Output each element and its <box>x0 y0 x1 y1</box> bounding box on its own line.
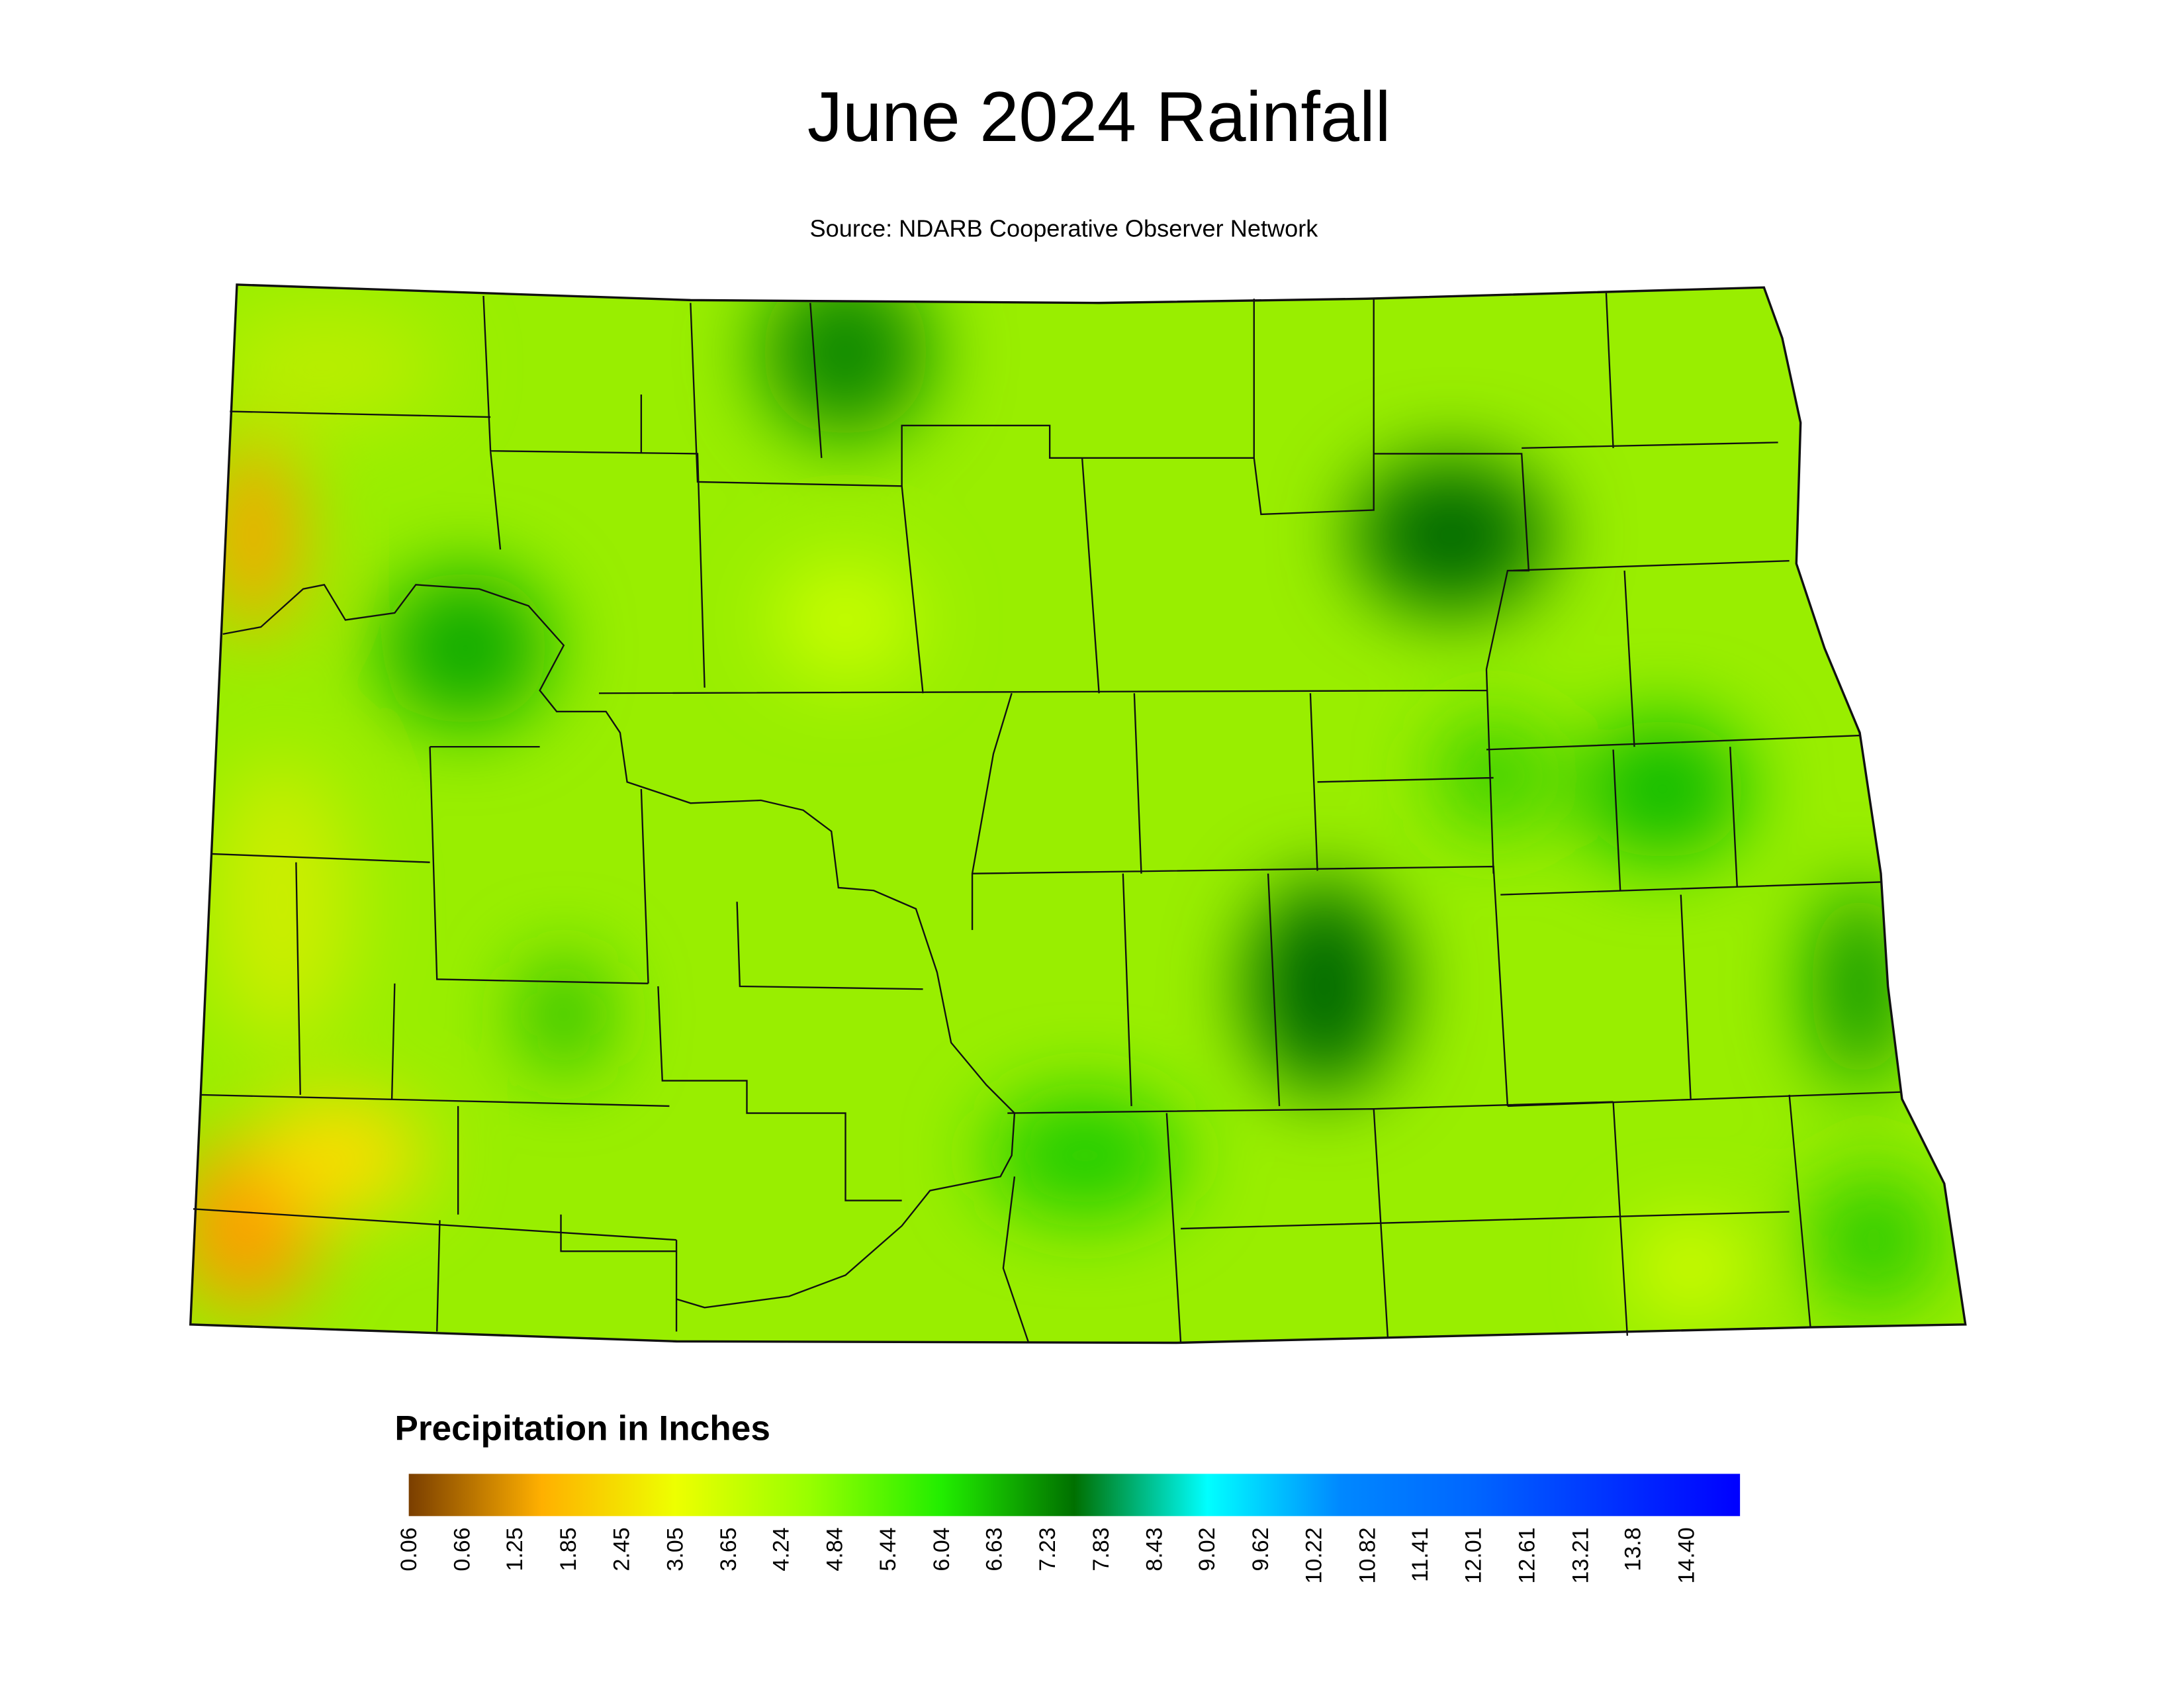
color-bar <box>408 1474 1741 1517</box>
precip-field <box>190 284 1966 1343</box>
legend-tick-label: 2.45 <box>610 1527 635 1571</box>
legend-tick-label: 4.84 <box>822 1527 847 1571</box>
legend-tick-label: 6.04 <box>929 1527 954 1571</box>
legend-tick-label: 6.63 <box>981 1527 1007 1571</box>
legend-tick-label: 10.82 <box>1355 1527 1380 1583</box>
legend-ticks: 0.06 0.66 1.25 1.85 2.45 3.05 3.65 4.24 4.84 5.44… <box>396 1527 1700 1583</box>
legend-tick-label: 14.40 <box>1674 1527 1699 1583</box>
legend-tick-label: 9.62 <box>1248 1527 1273 1571</box>
legend-tick-label: 12.01 <box>1461 1527 1486 1583</box>
map-subtitle: Source: NDARB Cooperative Observer Netwo… <box>809 215 1318 242</box>
legend-tick-label: 13.21 <box>1568 1527 1593 1583</box>
legend-tick-label: 7.83 <box>1089 1527 1114 1571</box>
legend-title: Precipitation in Inches <box>394 1409 770 1448</box>
legend-tick-label: 1.85 <box>556 1527 581 1571</box>
state-outline <box>189 283 1967 1344</box>
legend-tick-label: 9.02 <box>1195 1527 1220 1571</box>
legend-tick-label: 10.22 <box>1302 1527 1327 1583</box>
legend-tick-label: 12.61 <box>1514 1527 1539 1583</box>
legend-tick-label: 11.41 <box>1408 1527 1433 1582</box>
legend-tick-label: 4.24 <box>769 1527 794 1571</box>
legend-tick-label: 0.66 <box>450 1527 475 1571</box>
legend-tick-label: 8.43 <box>1142 1527 1167 1571</box>
legend-tick-label: 0.06 <box>396 1527 422 1571</box>
legend-tick-label: 5.44 <box>876 1527 901 1571</box>
legend-tick-label: 7.23 <box>1035 1527 1060 1571</box>
legend-tick-label: 1.25 <box>502 1527 527 1571</box>
county-lines <box>189 283 1967 1344</box>
map-title: June 2024 Rainfall <box>807 77 1390 156</box>
legend-tick-label: 3.05 <box>662 1527 688 1571</box>
legend-tick-label: 13.8 <box>1621 1527 1646 1571</box>
legend-tick-label: 3.65 <box>716 1527 741 1571</box>
